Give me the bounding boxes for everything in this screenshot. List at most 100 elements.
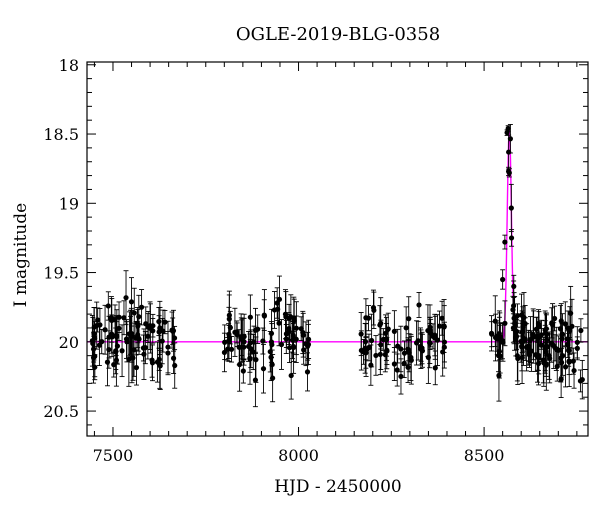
data-point <box>278 341 285 348</box>
data-point <box>171 335 178 341</box>
data-point <box>358 347 364 354</box>
data-point <box>226 316 232 322</box>
data-point <box>373 352 379 359</box>
data-point <box>250 349 256 355</box>
x-tick-label: 7500 <box>93 446 134 465</box>
data-point <box>391 328 397 335</box>
data-point <box>138 304 145 310</box>
data-point <box>252 377 259 383</box>
data-point <box>114 343 121 349</box>
data-point <box>380 336 386 343</box>
data-point <box>506 149 512 155</box>
data-point <box>276 320 282 326</box>
data-point <box>554 363 560 369</box>
data-point <box>559 336 565 342</box>
data-point <box>121 315 127 321</box>
data-point <box>140 345 147 351</box>
data-point <box>150 323 156 329</box>
data-point <box>157 363 163 369</box>
data-point <box>383 330 389 336</box>
data-point <box>385 326 391 332</box>
data-point <box>432 365 438 371</box>
data-point <box>430 333 436 339</box>
data-point <box>500 276 506 283</box>
data-point <box>128 299 135 305</box>
data-point <box>570 358 576 364</box>
data-point <box>126 331 133 337</box>
data-point <box>136 336 142 342</box>
data-point <box>145 324 151 330</box>
data-point <box>232 329 238 335</box>
data-point <box>395 343 401 349</box>
y-tick-label: 19.5 <box>43 264 79 283</box>
data-point <box>439 315 445 321</box>
data-point <box>371 307 377 313</box>
data-point <box>571 367 577 374</box>
plot-frame <box>86 61 589 437</box>
data-point <box>418 344 424 351</box>
plot-area <box>87 124 588 408</box>
data-point <box>363 350 369 356</box>
data-point <box>425 354 431 360</box>
data-point <box>577 378 584 384</box>
data-point <box>156 356 162 363</box>
data-point <box>260 366 267 372</box>
data-point <box>104 359 111 365</box>
data-point <box>408 357 414 363</box>
data-point <box>157 326 163 332</box>
data-point <box>497 353 503 359</box>
y-tick-label: 20 <box>59 333 79 352</box>
data-point <box>551 315 558 322</box>
data-point <box>378 342 384 348</box>
data-point <box>534 333 540 339</box>
data-point <box>535 360 542 367</box>
data-point <box>112 317 118 323</box>
data-point <box>562 364 569 370</box>
data-point <box>251 339 257 345</box>
data-point <box>170 328 176 334</box>
data-point <box>492 334 499 341</box>
data-point <box>366 344 372 351</box>
data-point <box>172 362 178 369</box>
data-point <box>505 125 511 132</box>
data-point <box>524 344 530 350</box>
data-point <box>440 349 446 355</box>
data-point <box>131 310 137 316</box>
data-point <box>300 332 306 338</box>
data-point <box>391 361 397 367</box>
data-point <box>568 310 574 316</box>
data-point <box>237 361 243 368</box>
data-point <box>240 368 246 374</box>
data-point <box>405 349 412 355</box>
data-point <box>253 357 259 363</box>
data-point <box>96 342 103 348</box>
data-point <box>567 327 573 334</box>
data-point <box>511 303 517 309</box>
data-point <box>543 361 549 367</box>
data-point <box>401 350 408 356</box>
data-point <box>526 352 533 358</box>
data-point <box>260 338 266 344</box>
data-point <box>274 300 280 306</box>
data-point <box>508 235 515 241</box>
data-point <box>574 345 580 351</box>
data-point <box>165 350 171 356</box>
data-point <box>566 359 572 365</box>
data-point <box>427 324 433 330</box>
data-point <box>123 295 129 301</box>
data-point <box>241 344 247 350</box>
data-point <box>129 355 135 361</box>
y-tick-label: 20.5 <box>43 402 79 421</box>
data-point <box>97 322 103 328</box>
data-point <box>149 360 156 366</box>
data-point <box>363 315 369 321</box>
data-point <box>226 334 232 340</box>
data-point <box>547 355 553 362</box>
data-point <box>304 369 311 375</box>
y-tick-label: 18 <box>59 56 79 75</box>
x-tick-label: 8500 <box>464 446 505 465</box>
data-point <box>416 302 422 308</box>
data-point <box>291 318 297 324</box>
data-point <box>136 314 142 320</box>
data-point <box>124 339 130 345</box>
